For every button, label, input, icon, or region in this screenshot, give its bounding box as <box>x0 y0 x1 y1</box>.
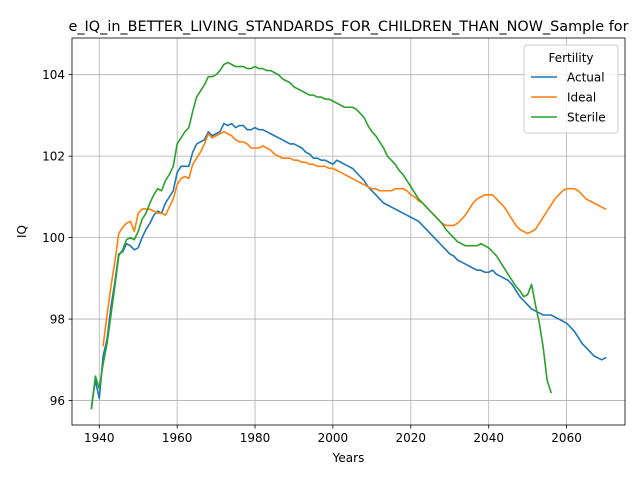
legend-label-ideal: Ideal <box>567 91 596 105</box>
x-tick-label: 2000 <box>318 431 349 445</box>
x-axis-label: Years <box>332 451 365 465</box>
y-tick-label: 102 <box>42 150 65 164</box>
chart-title: e_IQ_in_BETTER_LIVING_STANDARDS_FOR_CHIL… <box>69 19 629 35</box>
y-tick-label: 98 <box>50 313 65 327</box>
y-tick-label: 104 <box>42 68 65 82</box>
x-tick-label: 2040 <box>473 431 504 445</box>
y-tick-label: 96 <box>50 394 65 408</box>
legend-label-actual: Actual <box>567 71 605 85</box>
legend-label-sterile: Sterile <box>567 111 606 125</box>
y-axis-label: IQ <box>15 225 29 238</box>
x-tick-label: 1940 <box>84 431 115 445</box>
x-tick-label: 1980 <box>240 431 271 445</box>
x-tick-label: 2060 <box>551 431 582 445</box>
x-tick-label: 1960 <box>162 431 193 445</box>
legend-title: Fertility <box>548 51 593 65</box>
y-tick-label: 100 <box>42 231 65 245</box>
legend: Fertility Actual Ideal Sterile <box>524 45 618 133</box>
x-tick-label: 2020 <box>396 431 427 445</box>
